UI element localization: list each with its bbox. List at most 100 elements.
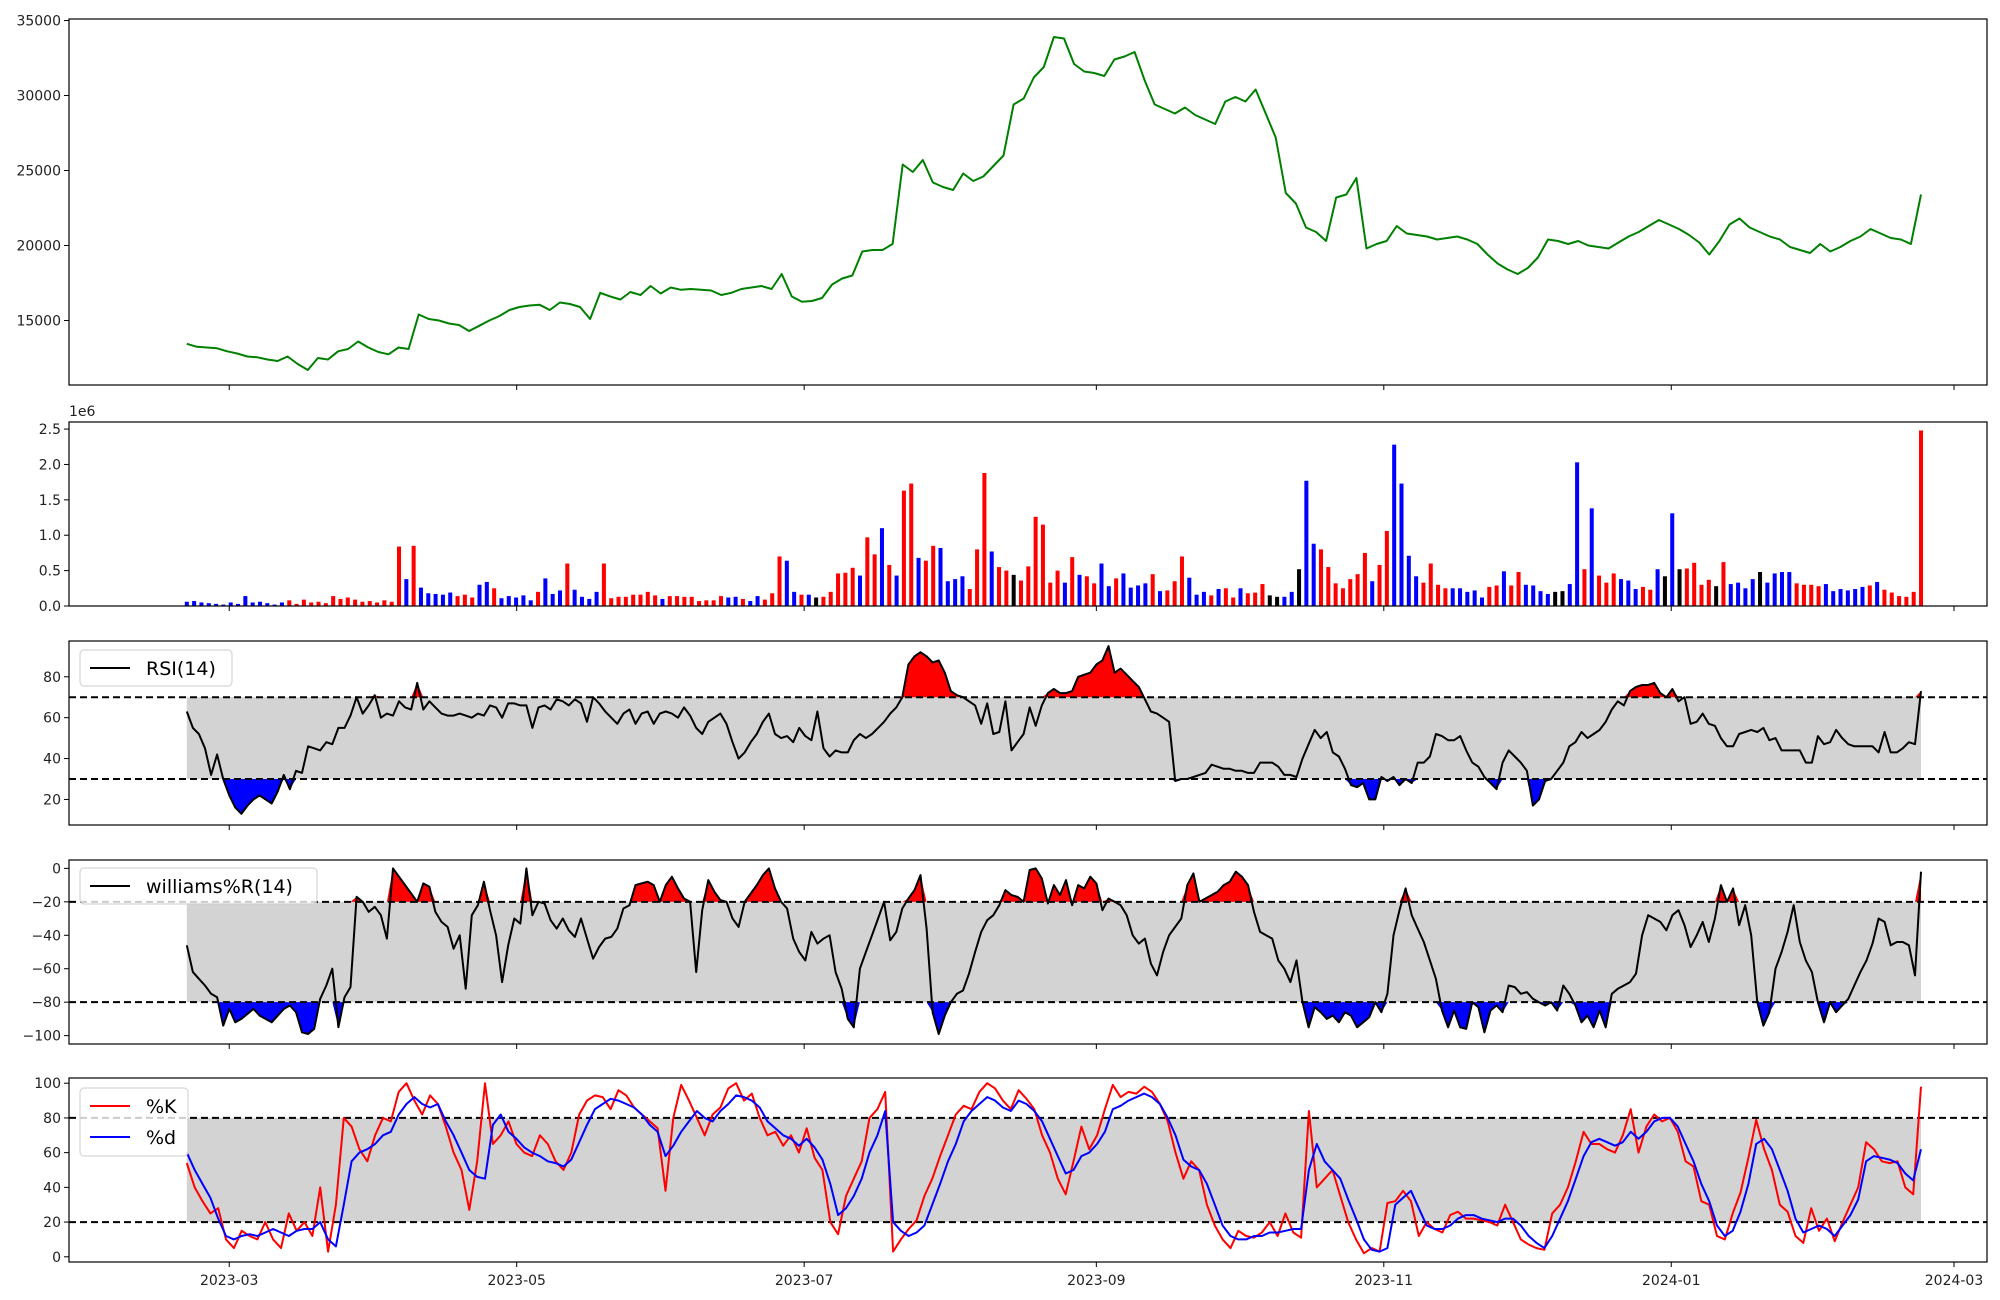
volume-bar xyxy=(287,600,292,606)
volume-bar xyxy=(1875,581,1880,606)
volume-bar xyxy=(1194,594,1199,606)
volume-bar xyxy=(1882,589,1887,606)
volume-bar xyxy=(1450,588,1455,606)
y-tick-label: 2.5 xyxy=(39,422,61,438)
plot-area xyxy=(69,1082,1987,1255)
volume-bar xyxy=(1662,576,1667,606)
volume-bar xyxy=(272,604,277,606)
y-tick-label: 1.5 xyxy=(39,493,61,509)
y-tick-label: 20 xyxy=(43,1215,61,1231)
volume-bar xyxy=(675,596,680,606)
volume-bar xyxy=(1889,592,1894,606)
volume-bar xyxy=(711,600,716,606)
y-tick-label: 20 xyxy=(43,792,61,808)
volume-bar xyxy=(1560,591,1565,606)
volume-bar xyxy=(1070,557,1075,606)
volume-bar xyxy=(1494,585,1499,606)
plot-area xyxy=(184,430,1924,606)
volume-bar xyxy=(1172,581,1177,606)
volume-bar xyxy=(1370,581,1375,606)
volume-bar xyxy=(1231,597,1236,606)
y-tick-label: 20000 xyxy=(16,239,61,255)
volume-bar xyxy=(1772,573,1777,606)
volume-bar xyxy=(704,600,709,606)
volume-bar xyxy=(1545,593,1550,606)
volume-bar xyxy=(1553,591,1558,606)
volume-bar xyxy=(1538,591,1543,606)
volume-bar xyxy=(931,545,936,606)
x-tick-label: 2024-01 xyxy=(1642,1273,1701,1289)
volume-bar xyxy=(1428,563,1433,606)
volume-bar xyxy=(894,575,899,606)
volume-bar xyxy=(1516,572,1521,606)
y-tick-label: 0.0 xyxy=(39,599,61,615)
volume-bar xyxy=(557,590,563,606)
volume-bar xyxy=(477,584,482,606)
volume-bar xyxy=(1421,582,1426,606)
volume-bar xyxy=(389,601,394,606)
volume-bar xyxy=(1384,530,1389,606)
volume-bar xyxy=(1816,586,1821,606)
y-tick-label: 60 xyxy=(43,711,61,727)
volume-bar xyxy=(1779,572,1785,606)
volume-bar xyxy=(1026,566,1031,606)
volume-bar xyxy=(792,591,797,606)
volume-bar xyxy=(1253,592,1258,606)
volume-bar xyxy=(1128,587,1133,606)
volume-bar xyxy=(1114,578,1119,606)
volume-bar xyxy=(1670,513,1675,606)
rsi-legend-label: RSI(14) xyxy=(146,658,216,680)
volume-bar xyxy=(382,600,387,606)
x-tick-label: 2023-07 xyxy=(775,1273,834,1289)
volume-bar xyxy=(660,598,665,606)
volume-bar xyxy=(726,597,731,606)
volume-bar xyxy=(1743,588,1748,606)
volume-bar xyxy=(1626,580,1631,606)
volume-bar xyxy=(667,596,672,606)
volume-bar xyxy=(938,547,943,606)
volume-bar xyxy=(455,596,460,606)
volume-bar xyxy=(279,602,284,606)
volume-bar xyxy=(1794,583,1799,606)
volume-bar xyxy=(1706,579,1711,606)
volume-bar xyxy=(836,573,841,606)
volume-bar xyxy=(499,598,504,606)
volume-bar xyxy=(623,596,628,606)
volume-bar xyxy=(565,563,570,606)
volume-bar xyxy=(1867,585,1872,606)
volume-bar xyxy=(601,563,606,606)
volume-bar xyxy=(338,598,343,606)
volume-bar xyxy=(375,602,380,606)
y-tick-label: 35000 xyxy=(16,14,61,30)
stochastic-legend: %K %d xyxy=(79,1087,189,1157)
y-tick-label: −100 xyxy=(23,1029,61,1045)
volume-bar xyxy=(1062,582,1067,606)
volume-bar xyxy=(1275,596,1280,606)
volume-bar xyxy=(748,601,753,606)
volume-bar xyxy=(1838,589,1843,606)
y-tick-label: −80 xyxy=(31,995,61,1011)
volume-bar xyxy=(1699,584,1704,606)
volume-bar xyxy=(492,588,497,606)
volume-bar xyxy=(360,601,365,606)
volume-bar xyxy=(433,593,438,606)
volume-bar xyxy=(528,600,533,606)
volume-bar xyxy=(1011,574,1016,606)
volume-bar xyxy=(1845,590,1850,606)
volume-bar xyxy=(353,599,358,606)
volume-bar xyxy=(397,546,402,606)
plot-area xyxy=(69,867,1987,1035)
rsi-line xyxy=(185,645,1922,815)
k-legend-label: %K xyxy=(146,1096,177,1118)
volume-bar xyxy=(740,598,745,606)
volume-bar xyxy=(192,601,197,606)
volume-bar xyxy=(989,551,994,606)
y-tick-label: −60 xyxy=(31,962,61,978)
volume-bar xyxy=(1750,579,1755,606)
volume-bar xyxy=(1831,591,1836,606)
volume-bar xyxy=(975,549,980,606)
volume-bar xyxy=(1392,444,1397,606)
volume-bar xyxy=(1458,588,1463,606)
volume-bar xyxy=(982,472,987,606)
volume-bar xyxy=(184,601,189,606)
